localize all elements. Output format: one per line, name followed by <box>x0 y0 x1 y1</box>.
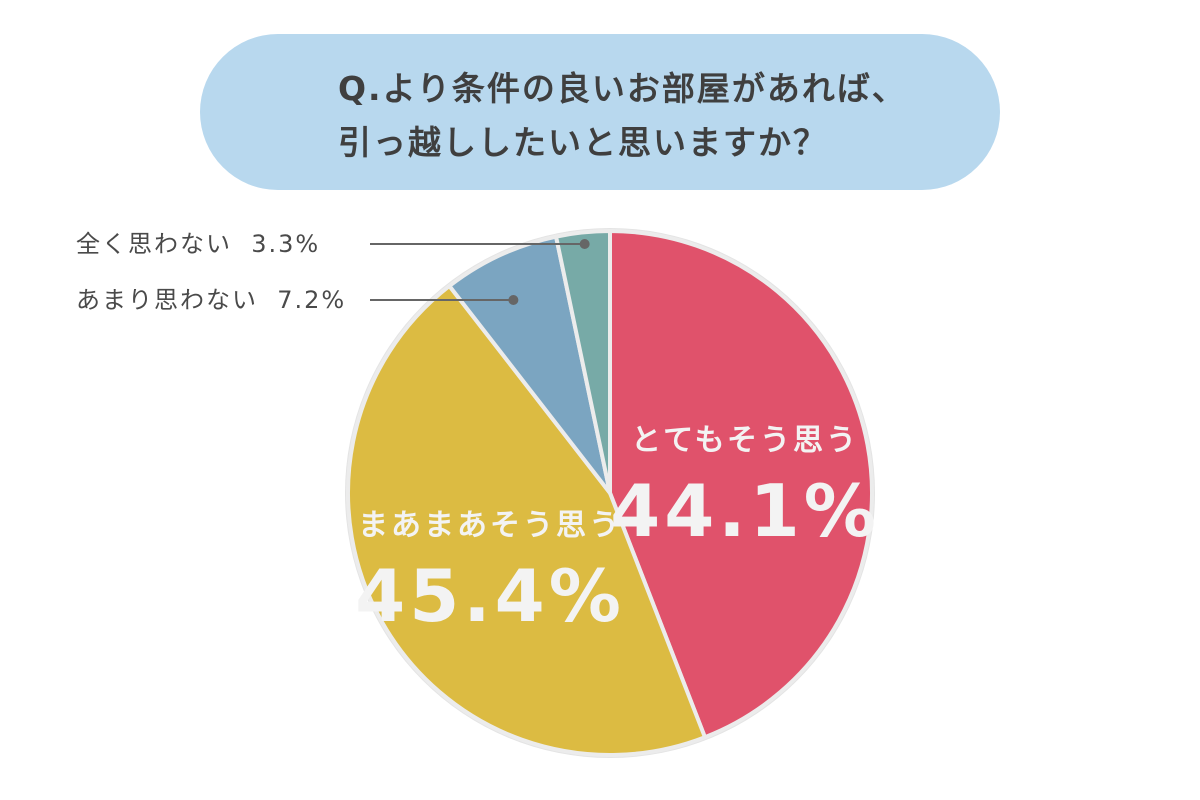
title-line-1: Q.より条件の良いお部屋があれば、 <box>338 69 907 108</box>
title-line-2: 引っ越ししたいと思いますか？ <box>338 123 828 162</box>
slice-value-1: 44.1% <box>610 469 880 553</box>
slice-label-1: とてもそう思う <box>631 423 859 458</box>
pie-slice-1 <box>608 229 874 740</box>
title-banner <box>200 34 1000 190</box>
slice-value-2: 45.4% <box>355 554 625 638</box>
slice-label-2: まあまあそう思う <box>358 508 622 543</box>
callout-label-1: 全く思わない 3.3% <box>76 230 320 258</box>
chart-title: Q.より条件の良いお部屋があれば、 引っ越ししたいと思いますか？ <box>338 62 978 170</box>
callout-dot-2 <box>508 295 519 305</box>
callout-label-2: あまり思わない 7.2% <box>76 286 346 314</box>
pie-slice-2 <box>346 283 707 757</box>
callout-dot-1 <box>579 239 590 249</box>
pie-slice-4 <box>554 229 612 495</box>
